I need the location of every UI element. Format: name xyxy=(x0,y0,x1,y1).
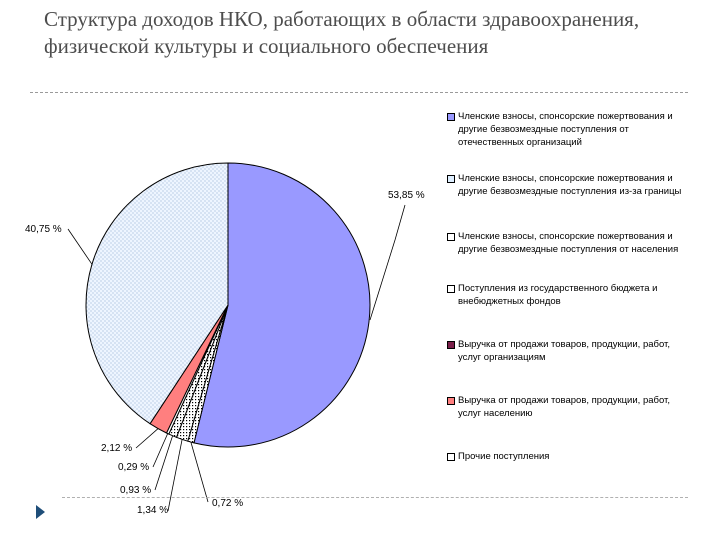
legend-swatch xyxy=(447,233,455,241)
legend-swatch xyxy=(447,113,455,121)
chart-legend: Членские взносы, спонсорские пожертвован… xyxy=(447,110,687,470)
data-label: 2,12 % xyxy=(101,443,132,454)
legend-label: Выручка от продажи товаров, продукции, р… xyxy=(458,339,670,363)
leader-line xyxy=(67,228,93,265)
leader-line xyxy=(369,204,406,321)
leader-line xyxy=(135,428,159,449)
pie-slice xyxy=(85,162,229,425)
leader-line xyxy=(152,433,169,468)
data-label: 40,75 % xyxy=(25,224,62,235)
legend-label: Членские взносы, спонсорские пожертвован… xyxy=(458,111,673,148)
footer-divider xyxy=(62,497,688,498)
legend-swatch xyxy=(447,285,455,293)
data-label: 0,72 % xyxy=(212,498,243,509)
legend-swatch xyxy=(447,341,455,349)
legend-label: Прочие поступления xyxy=(458,451,550,462)
leader-line xyxy=(167,439,183,512)
slide-title: Структура доходов НКО, работающих в обла… xyxy=(44,7,640,58)
data-label: 0,93 % xyxy=(120,485,151,496)
title-divider xyxy=(30,92,688,93)
legend-label: Поступления из государственного бюджета … xyxy=(458,283,658,307)
legend-label: Членские взносы, спонсорские пожертвован… xyxy=(458,231,679,255)
legend-swatch xyxy=(447,397,455,405)
legend-label: Членские взносы, спонсорские пожертвован… xyxy=(458,173,682,197)
leader-line xyxy=(190,441,209,503)
leader-line xyxy=(154,435,173,491)
legend-swatch xyxy=(447,453,455,461)
legend-swatch xyxy=(447,175,455,183)
slide-bullet-icon xyxy=(36,505,45,519)
legend-label: Выручка от продажи товаров, продукции, р… xyxy=(458,395,670,419)
data-label: 1,34 % xyxy=(137,505,168,516)
data-label: 0,29 % xyxy=(118,462,149,473)
pie-slice xyxy=(193,162,371,448)
data-label: 53,85 % xyxy=(388,190,425,201)
